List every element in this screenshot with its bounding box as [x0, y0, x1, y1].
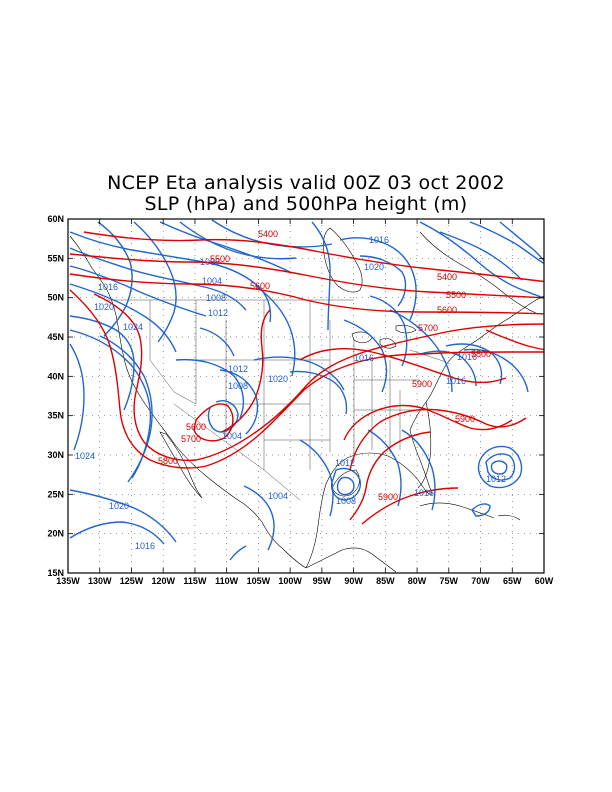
slp-label: 1016	[446, 376, 466, 386]
height-label: 5500	[446, 290, 466, 300]
slp-label: 1024	[123, 322, 143, 332]
lon-tick-label: 60W	[535, 576, 554, 586]
slp-label: 1020	[364, 262, 384, 272]
yucatan	[331, 469, 360, 497]
slp-label: 1016	[135, 541, 155, 551]
map-title: NCEP Eta analysis valid 00Z 03 oct 2002	[107, 172, 505, 194]
slp-label: 1004	[222, 431, 242, 441]
slp-label: 1016	[414, 488, 434, 498]
slp-label: 1008	[206, 293, 226, 303]
slp-label: 1016	[98, 282, 118, 292]
lon-tick-label: 135W	[56, 576, 80, 586]
height-label: 5600	[186, 422, 206, 432]
lon-tick-label: 85W	[376, 576, 395, 586]
slp-label: 1008	[336, 496, 356, 506]
lat-tick-label: 60N	[47, 214, 64, 224]
slp-label: 1016	[457, 352, 477, 362]
slp-label: 1000	[200, 257, 220, 267]
slp-label: 1012	[228, 364, 248, 374]
slp-label: 1016	[369, 235, 389, 245]
height-label: 5400	[258, 229, 278, 239]
lat-tick-label: 30N	[47, 450, 64, 460]
map-subtitle: SLP (hPa) and 500hPa height (m)	[144, 193, 468, 215]
lat-tick-label: 55N	[47, 253, 64, 263]
height-label: 5900	[412, 379, 432, 389]
slp-label: 1012	[208, 308, 228, 318]
lon-tick-label: 65W	[503, 576, 522, 586]
political-borders	[104, 299, 447, 501]
lon-tick-label: 100W	[278, 576, 302, 586]
latitude-axis: 60N 55N 50N 45N 40N 35N 30N 25N 20N 15N	[47, 214, 544, 578]
lat-tick-label: 35N	[47, 411, 64, 421]
lon-tick-label: 125W	[120, 576, 144, 586]
height-contours	[69, 231, 544, 525]
lat-tick-label: 15N	[47, 568, 64, 578]
height-labels: 5400 5500 5600 5400 5500 5600 5700 5800 …	[158, 229, 491, 502]
lon-tick-label: 130W	[88, 576, 112, 586]
lat-tick-label: 25N	[47, 489, 64, 499]
lon-tick-label: 115W	[183, 576, 207, 586]
lon-tick-label: 75W	[440, 576, 459, 586]
slp-label: 1004	[268, 491, 288, 501]
height-label: 5900	[455, 414, 475, 424]
slp-labels: 1016 1020 1000 1004 1008 1012 1016 1020 …	[75, 235, 506, 551]
lon-tick-label: 90W	[344, 576, 363, 586]
east-coast	[409, 295, 544, 431]
central-america	[305, 547, 397, 573]
height-label: 5700	[418, 323, 438, 333]
lat-tick-label: 40N	[47, 371, 64, 381]
lat-tick-label: 20N	[47, 529, 64, 539]
height-label: 5900	[378, 492, 398, 502]
height-label: 5600	[250, 281, 270, 291]
baja-california	[159, 431, 203, 499]
lon-tick-label: 120W	[151, 576, 175, 586]
lon-tick-label: 80W	[408, 576, 427, 586]
slp-label: 1004	[202, 276, 222, 286]
slp-label: 1024	[75, 451, 95, 461]
canada-east	[419, 231, 539, 315]
slp-label: 1020	[109, 501, 129, 511]
gulf-coast	[305, 429, 433, 569]
florida	[417, 401, 432, 489]
map-frame	[67, 218, 545, 574]
height-label: 5800	[158, 456, 178, 466]
height-label: 5400	[437, 272, 457, 282]
lat-lon-grid	[68, 219, 544, 573]
lon-tick-label: 95W	[313, 576, 332, 586]
slp-label: 1020	[268, 374, 288, 384]
coastlines	[69, 227, 544, 573]
slp-label: 1008	[228, 381, 248, 391]
slp-label: 1012	[335, 458, 355, 468]
height-label: 5800	[471, 349, 491, 359]
slp-label: 1020	[94, 302, 114, 312]
lon-tick-label: 105W	[247, 576, 271, 586]
cuba	[419, 502, 495, 519]
height-label: 5500	[210, 254, 230, 264]
height-label: 5700	[181, 434, 201, 444]
lat-tick-label: 45N	[47, 332, 64, 342]
lon-tick-label: 110W	[215, 576, 239, 586]
lon-tick-label: 70W	[471, 576, 490, 586]
hispaniola	[497, 514, 521, 521]
longitude-axis: 135W 130W 125W 120W 115W 110W 105W 100W 95W 90W 85…	[56, 219, 554, 586]
coastline-west	[69, 235, 307, 569]
height-label: 5600	[437, 305, 457, 315]
slp-label: 1012	[486, 474, 506, 484]
lat-tick-label: 50N	[47, 293, 64, 303]
slp-contours	[69, 219, 544, 561]
slp-label: 1016	[354, 353, 374, 363]
